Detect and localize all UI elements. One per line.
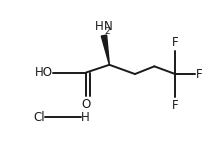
Text: F: F <box>196 68 203 81</box>
Text: Cl: Cl <box>33 111 45 124</box>
Text: N: N <box>104 20 113 33</box>
Text: O: O <box>82 98 91 111</box>
Text: HO: HO <box>35 66 53 79</box>
Polygon shape <box>101 35 109 65</box>
Text: F: F <box>172 99 179 112</box>
Text: 2: 2 <box>105 27 110 36</box>
Text: H: H <box>95 20 104 33</box>
Text: F: F <box>172 36 179 49</box>
Text: H: H <box>81 111 89 124</box>
